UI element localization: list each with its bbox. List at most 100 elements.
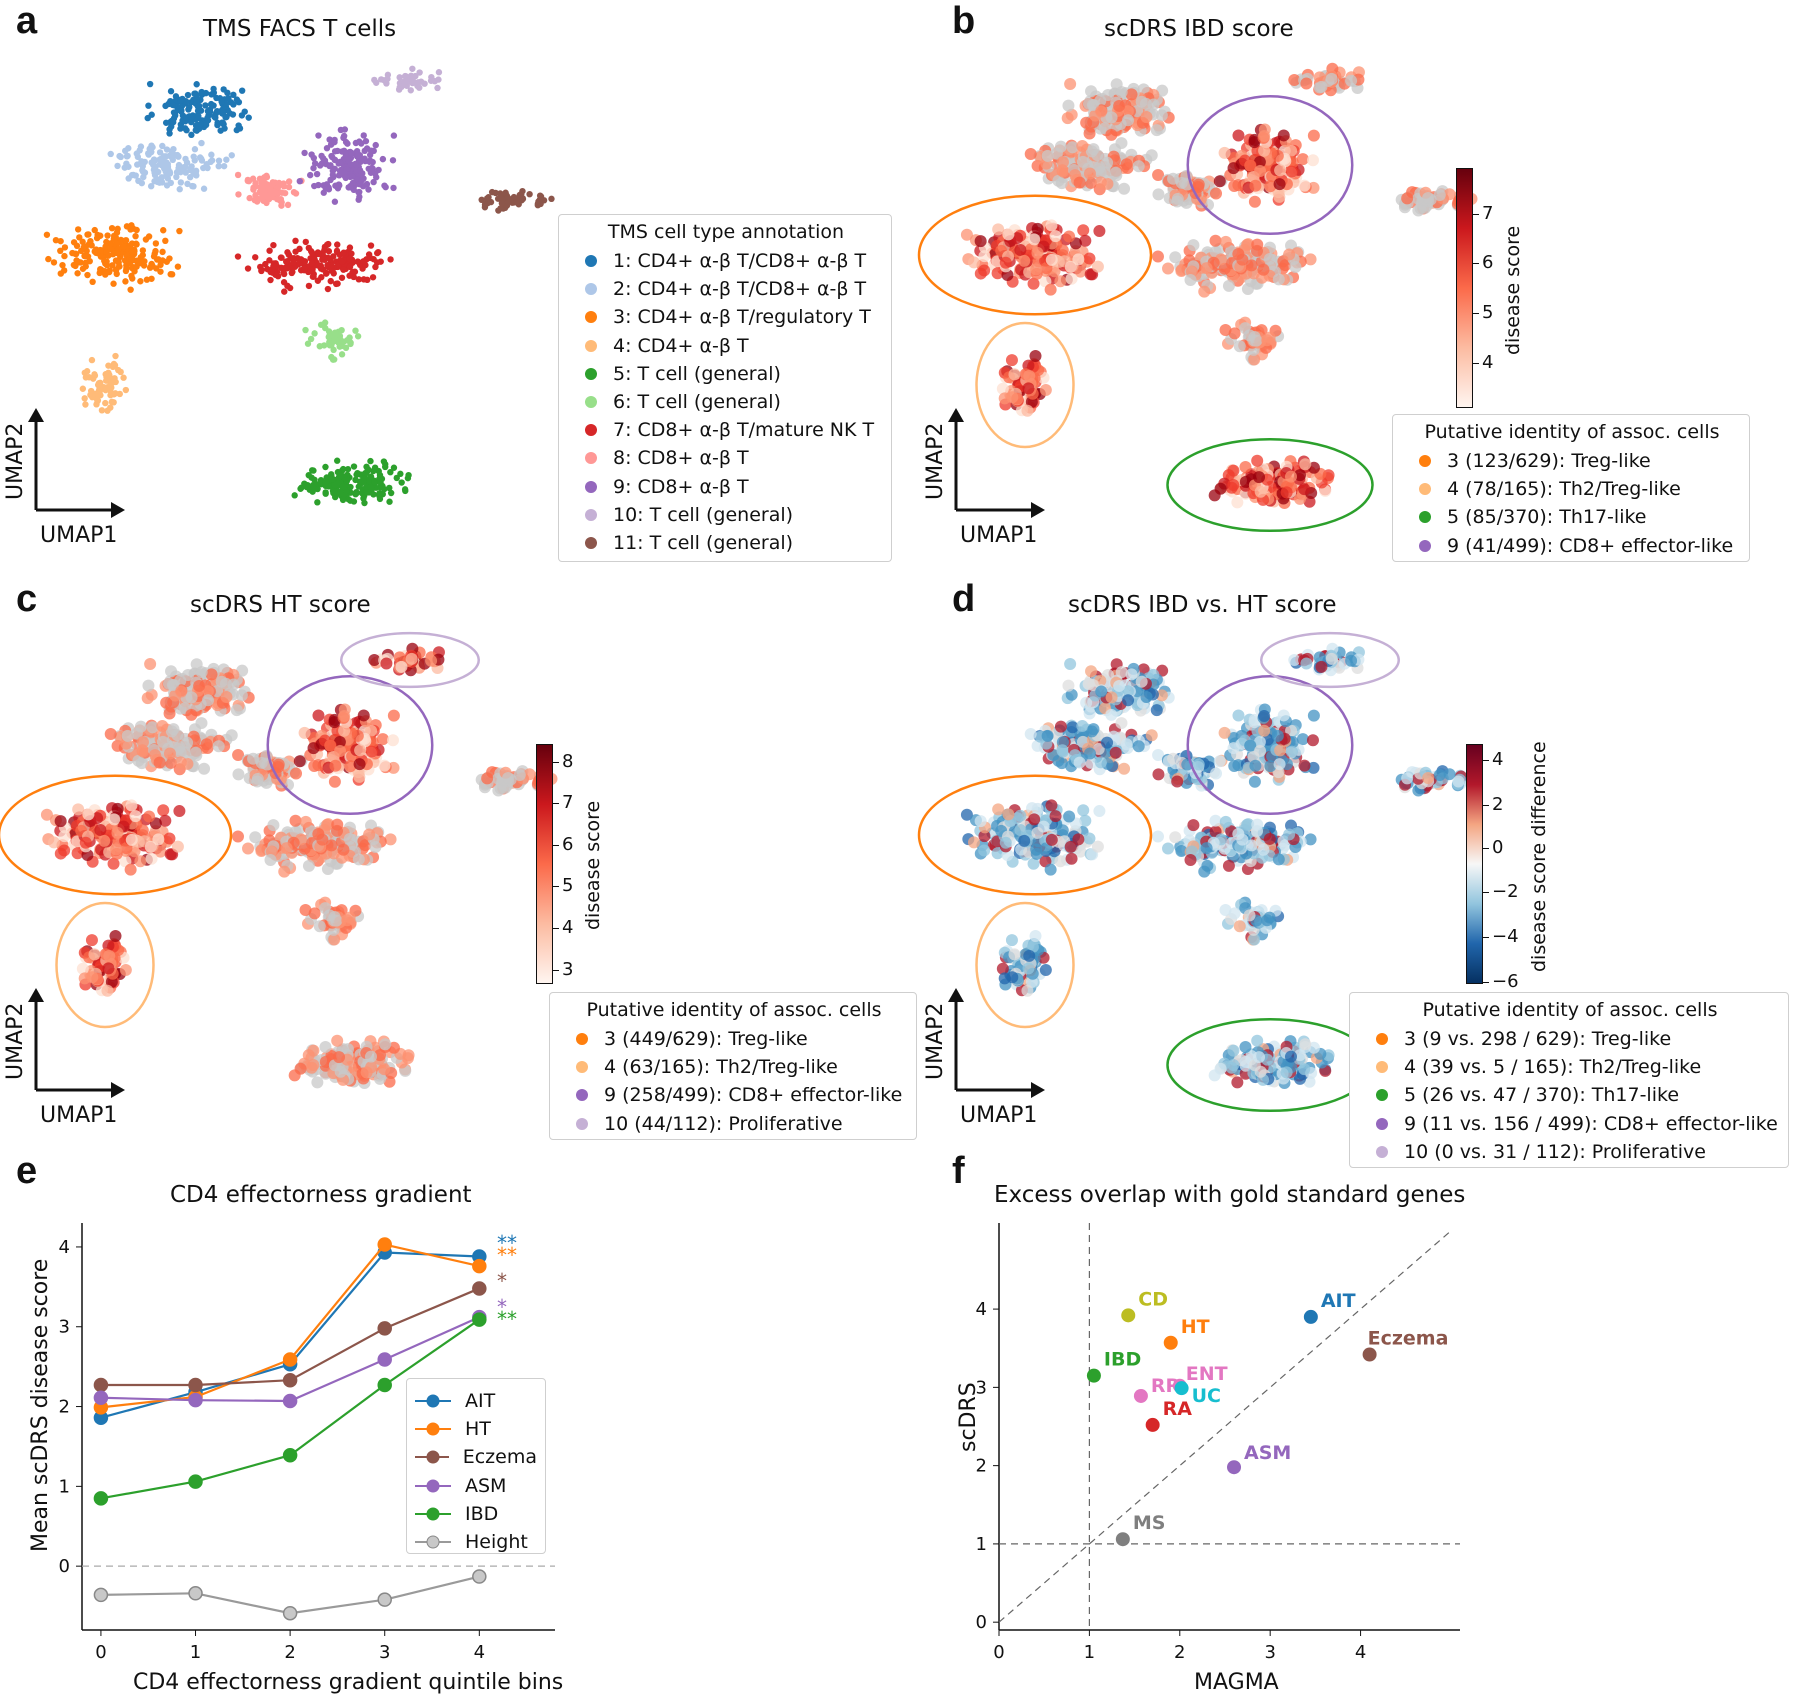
umap-a-point [322,478,330,486]
umap-b-point [1094,176,1107,189]
umap-d-point [1239,1041,1252,1054]
umap-a-point [87,237,94,245]
umap-b-point [1232,129,1245,142]
umap-a-point [110,280,117,287]
umap-a-point [504,194,512,202]
umap-c-point [393,651,406,664]
umap-a-point [246,194,253,202]
umap-c-point [121,729,134,742]
umap-c-point [328,716,341,729]
umap-d-point [1151,830,1164,843]
umap-a-point [319,256,326,263]
umap-a-point [223,113,230,121]
umap-a-point [123,160,130,167]
umap-a-point [135,177,142,185]
legend-a-item: 11: T cell (general) [571,529,881,557]
umap-a-point [155,256,162,263]
umap-d-point [1014,824,1027,837]
umap-c-point [111,826,124,839]
umap-a-point [122,386,130,394]
umap-a-point [50,259,58,266]
umap-a-point [223,156,230,163]
umap-a-point [434,84,441,92]
umap-b-point [978,250,991,263]
umap-d-point [1074,845,1087,858]
umap-b-point [1101,156,1114,169]
umap-d-point [1018,834,1031,847]
umap-b-point [1277,129,1290,142]
umap-b-point [1008,368,1021,381]
umap-d-point [1063,810,1076,823]
umap-a-point [181,125,189,132]
umap-d-point [1094,756,1107,769]
umap-c-point [351,729,364,742]
umap-c-point [289,814,302,827]
umap-a-point [87,387,95,395]
umap-a-point [233,126,240,134]
umap-a-point [309,273,317,280]
umap-c-point [384,833,397,846]
umap-d-point [1084,756,1097,769]
umap-c-point [94,824,107,837]
legend-a-item: 8: CD8+ α-β T [571,444,881,472]
umap-b-point [1151,250,1164,263]
umap-c-point [307,1059,320,1072]
umap-d-point [1086,678,1099,691]
legend-marker-icon [585,283,597,296]
umap-c-point [125,799,138,812]
umap-d-point [1093,805,1106,818]
umap-b-point [1074,265,1087,278]
umap-c-point [153,756,166,769]
umap-a-point [376,471,384,479]
umap-a-point [146,80,154,88]
umap-a-point [188,114,195,121]
umap-b-point [1064,260,1077,273]
umap-b-point [1079,234,1092,247]
umap-a-point [79,385,87,392]
umap-c-point [322,818,335,831]
legend-marker-icon [1419,539,1431,552]
legend-b-label: 4 (78/165): Th2/Treg-like [1447,478,1681,501]
umap-a-point [347,483,354,491]
umap-b-point [1062,99,1075,112]
umap-a-point [318,152,325,160]
umap-a-point [141,258,148,265]
umap-a-point [339,496,347,504]
legend-a-item: 9: CD8+ α-β T [571,473,881,501]
umap-b-point [1045,253,1058,266]
umap-a-point [238,87,246,94]
umap-a-point [281,288,288,295]
umap-b-point [1018,254,1031,267]
umap-a-point [156,179,163,186]
umap-c-point [328,775,341,788]
umap-d-point [1115,666,1128,679]
umap-a-point [193,81,200,88]
umap-a-point [382,461,389,468]
umap-a-point [398,83,405,91]
umap-a-point [379,490,386,498]
umap-a-point [97,266,105,273]
umap-c-point [329,759,342,772]
umap-a-point [198,88,205,96]
umap-c-point [307,1044,320,1057]
umap-a-point [338,258,346,265]
umap-b-point [1298,179,1311,192]
umap-a-point [176,227,183,235]
umap-b-point [1083,167,1096,180]
umap-a-point [148,275,155,282]
umap-b-point [1022,382,1035,395]
umap-b-point [996,382,1009,395]
umap-a-point [354,152,362,160]
umap-d-point [1214,1062,1227,1075]
umap-a-point [204,107,212,115]
umap-b-point [1184,274,1197,287]
umap-c-point [101,984,114,997]
legend-a: TMS cell type annotation 1: CD4+ α-β T/C… [558,214,892,562]
umap-a-point [301,265,308,272]
umap-a-point [149,160,157,168]
umap-b-point [999,256,1012,269]
umap-c-point [159,814,172,827]
umap-c-outline [340,631,480,689]
umap-a-point [314,499,321,506]
umap-c-point [353,758,366,771]
